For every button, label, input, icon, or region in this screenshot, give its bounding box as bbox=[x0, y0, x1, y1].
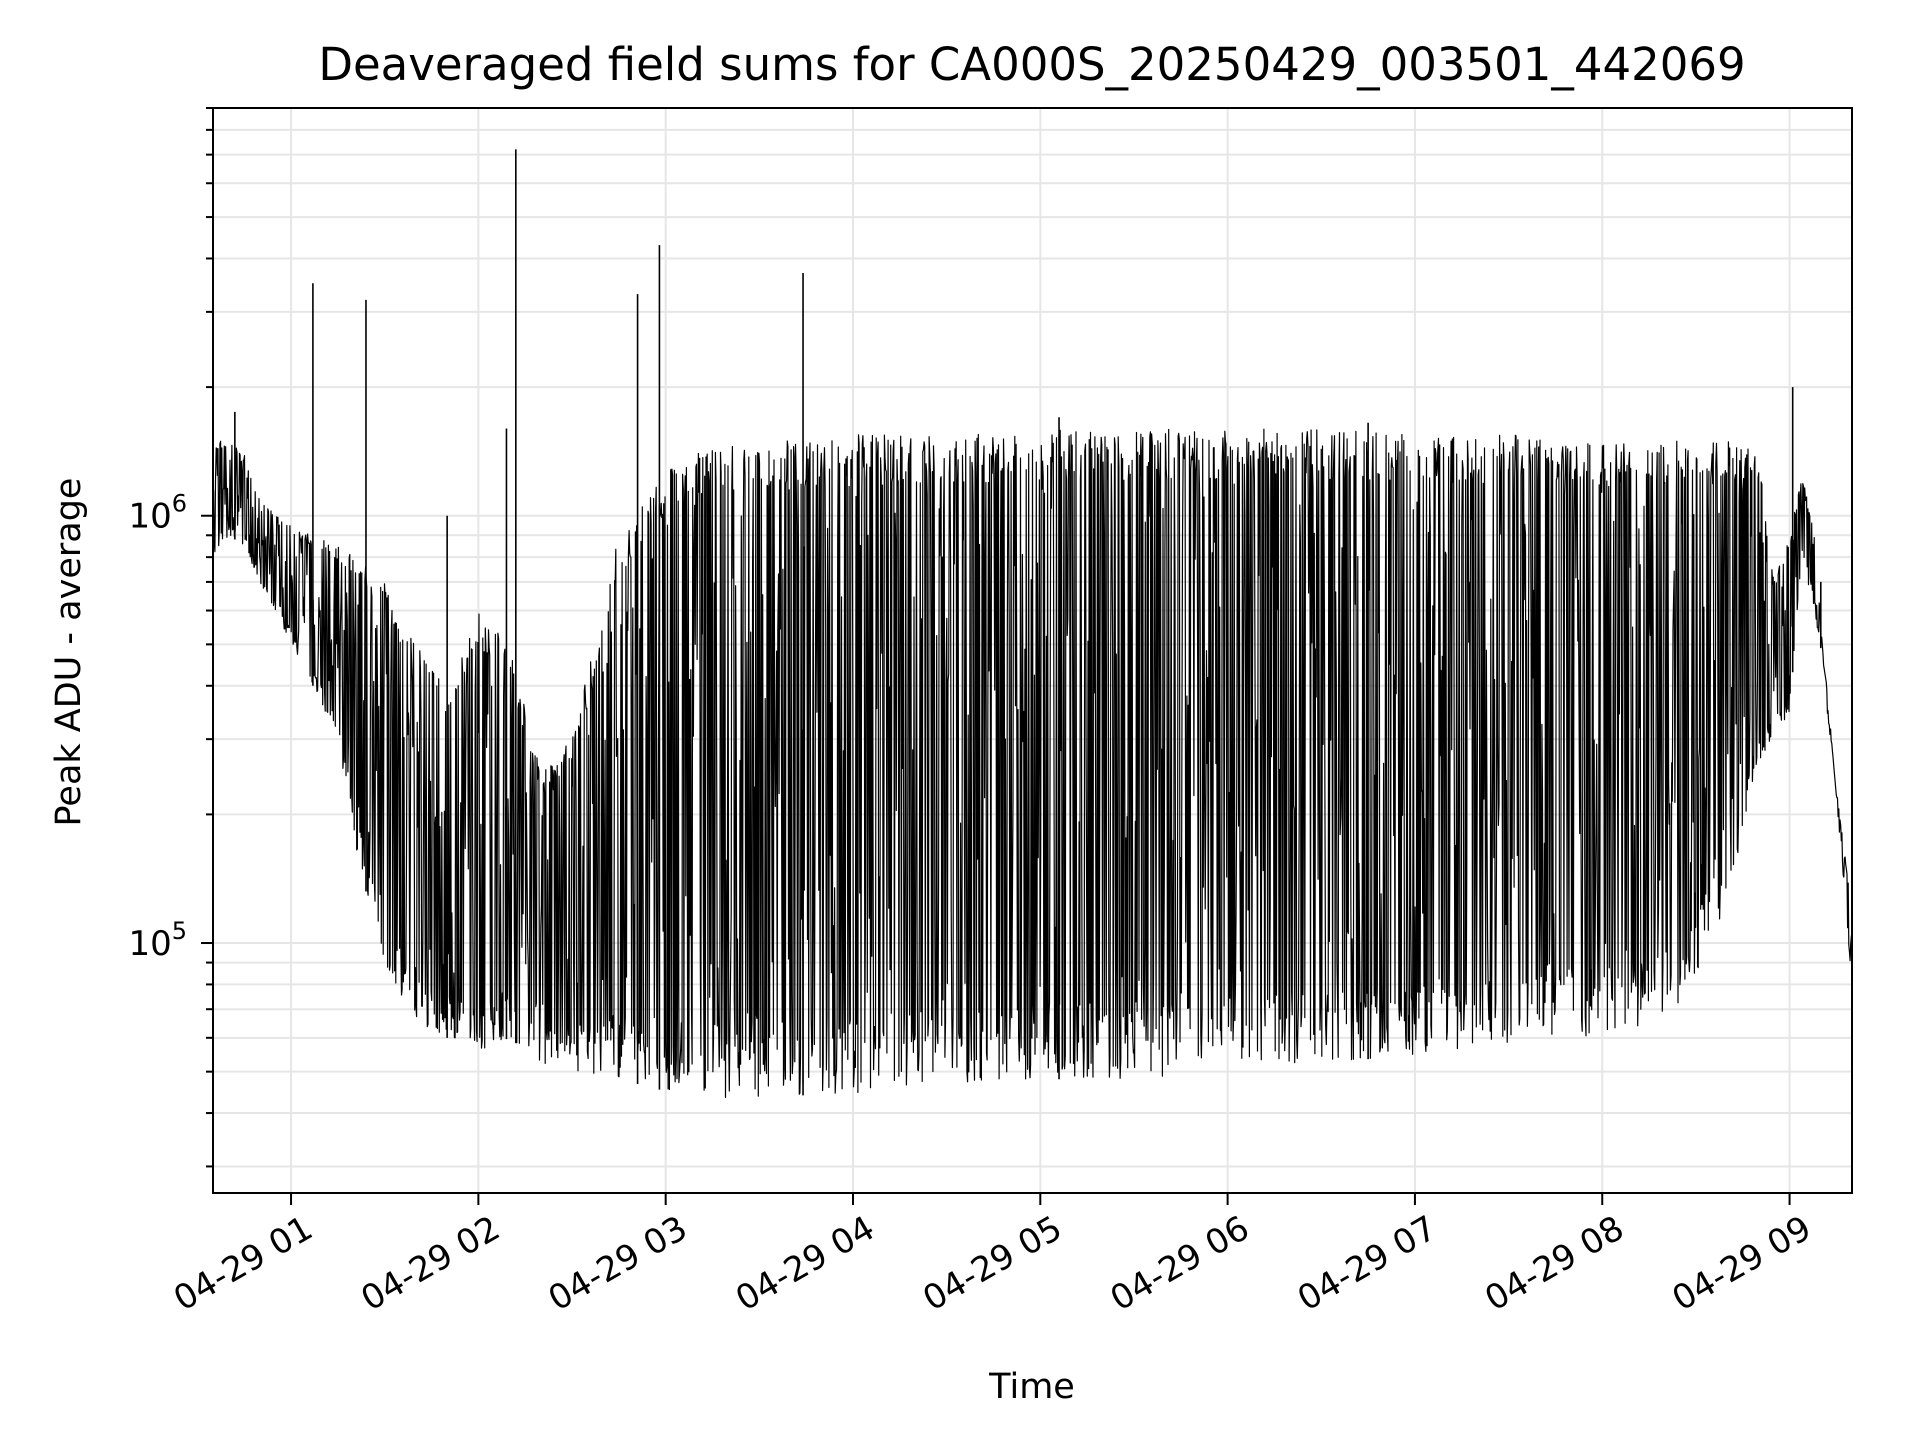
y-tick-exponent: 5 bbox=[172, 917, 187, 945]
y-tick-base: 10 bbox=[128, 924, 171, 964]
y-tick-label: 105 bbox=[128, 917, 187, 964]
x-axis-label: Time bbox=[988, 1367, 1075, 1407]
data-series bbox=[212, 149, 1853, 1098]
y-axis-label: Peak ADU - average bbox=[49, 478, 89, 827]
data-line bbox=[212, 428, 1853, 1098]
y-tick-exponent: 6 bbox=[172, 490, 187, 518]
y-tick-base: 10 bbox=[128, 497, 171, 537]
chart-title: Deaveraged field sums for CA000S_2025042… bbox=[318, 38, 1745, 91]
plot-frame bbox=[212, 107, 1853, 1194]
y-tick-label: 106 bbox=[128, 490, 187, 537]
